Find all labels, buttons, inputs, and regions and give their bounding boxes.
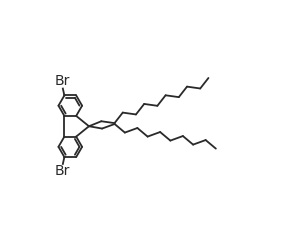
Text: Br: Br (54, 74, 70, 88)
Text: Br: Br (54, 164, 70, 178)
